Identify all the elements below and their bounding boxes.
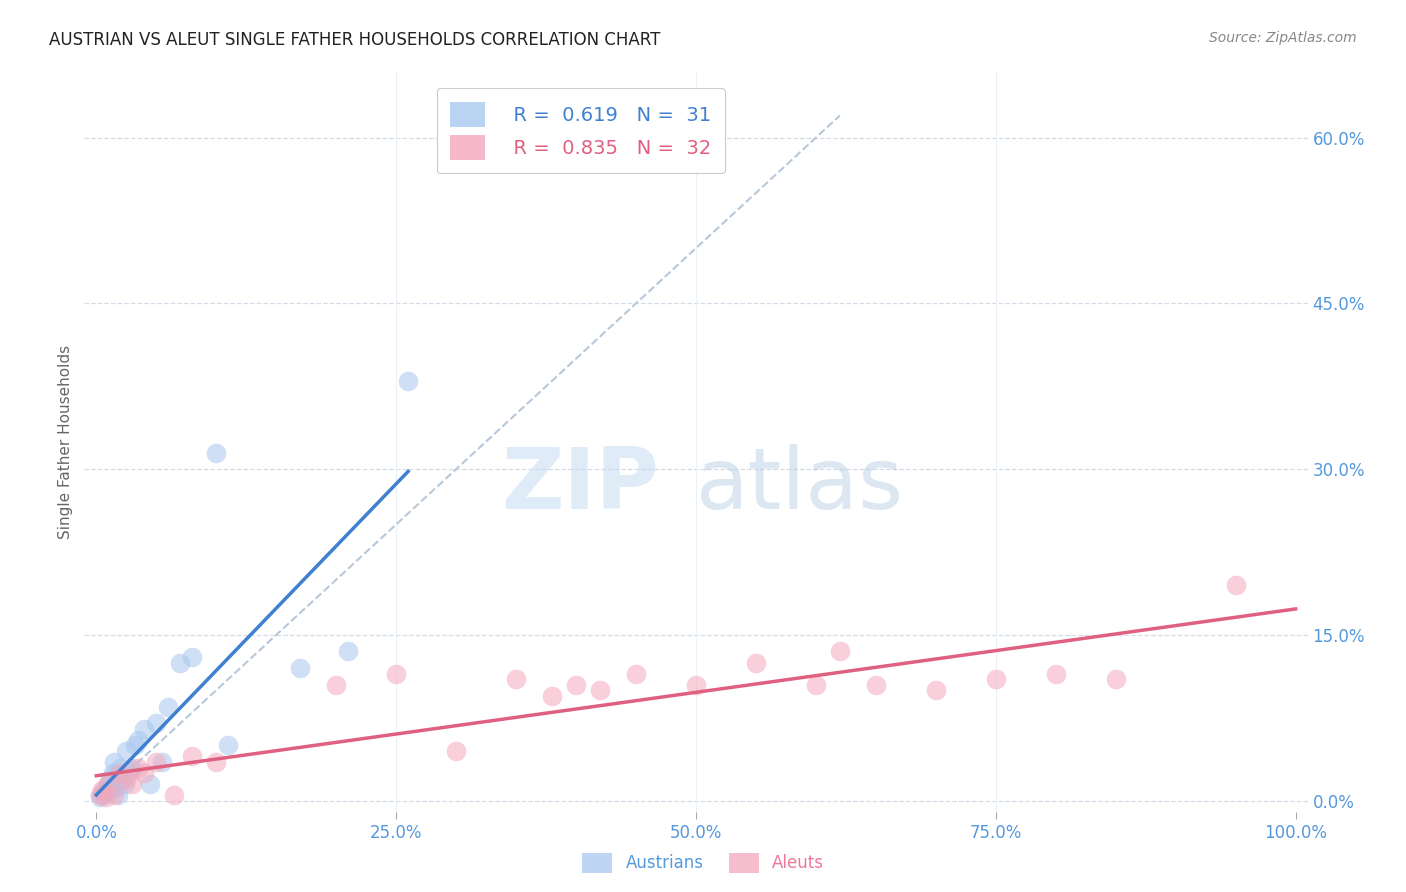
- Point: [589, 683, 612, 698]
- Point: [134, 722, 156, 736]
- Point: [385, 666, 408, 681]
- Point: [101, 766, 124, 780]
- Point: [205, 445, 228, 459]
- Point: [103, 755, 125, 769]
- Point: [804, 678, 827, 692]
- Point: [115, 772, 138, 786]
- Point: [828, 644, 851, 658]
- Point: [1225, 578, 1247, 592]
- Point: [290, 661, 312, 675]
- Point: [984, 672, 1007, 686]
- Text: atlas: atlas: [696, 444, 904, 527]
- Point: [91, 782, 114, 797]
- Point: [139, 777, 162, 791]
- Point: [444, 744, 467, 758]
- Point: [121, 777, 143, 791]
- Point: [104, 780, 127, 795]
- Point: [181, 749, 204, 764]
- Text: AUSTRIAN VS ALEUT SINGLE FATHER HOUSEHOLDS CORRELATION CHART: AUSTRIAN VS ALEUT SINGLE FATHER HOUSEHOL…: [49, 31, 661, 49]
- Point: [89, 788, 111, 802]
- Point: [541, 689, 564, 703]
- Point: [505, 672, 527, 686]
- Legend:   R =  0.619   N =  31,   R =  0.835   N =  32: R = 0.619 N = 31, R = 0.835 N = 32: [437, 88, 724, 173]
- Point: [114, 777, 136, 791]
- Point: [181, 650, 204, 665]
- Point: [103, 788, 125, 802]
- Point: [925, 683, 948, 698]
- Point: [94, 790, 117, 805]
- Point: [94, 785, 117, 799]
- Point: [100, 782, 122, 797]
- Point: [1045, 666, 1067, 681]
- Point: [110, 766, 132, 780]
- Point: [205, 755, 228, 769]
- Point: [217, 739, 239, 753]
- Point: [745, 656, 768, 670]
- Point: [107, 788, 129, 802]
- Point: [624, 666, 647, 681]
- Point: [134, 766, 156, 780]
- Point: [685, 678, 707, 692]
- Text: Source: ZipAtlas.com: Source: ZipAtlas.com: [1209, 31, 1357, 45]
- Point: [118, 763, 141, 777]
- Point: [91, 788, 114, 802]
- Point: [97, 777, 120, 791]
- Point: [127, 732, 149, 747]
- Point: [150, 755, 173, 769]
- Point: [565, 678, 588, 692]
- Point: [115, 744, 138, 758]
- Point: [145, 755, 167, 769]
- Point: [396, 374, 419, 388]
- Point: [127, 760, 149, 774]
- Point: [157, 699, 180, 714]
- Point: [97, 777, 120, 791]
- Point: [98, 772, 121, 786]
- Point: [89, 790, 111, 805]
- Point: [1105, 672, 1128, 686]
- Text: ZIP: ZIP: [502, 444, 659, 527]
- Point: [111, 772, 134, 786]
- Point: [337, 644, 360, 658]
- Point: [145, 716, 167, 731]
- Point: [121, 760, 143, 774]
- Legend: Austrians, Aleuts: Austrians, Aleuts: [575, 847, 831, 880]
- Point: [169, 656, 191, 670]
- Point: [163, 788, 186, 802]
- Point: [110, 760, 132, 774]
- Point: [865, 678, 887, 692]
- Y-axis label: Single Father Households: Single Father Households: [58, 344, 73, 539]
- Point: [93, 782, 115, 797]
- Point: [325, 678, 347, 692]
- Point: [124, 739, 146, 753]
